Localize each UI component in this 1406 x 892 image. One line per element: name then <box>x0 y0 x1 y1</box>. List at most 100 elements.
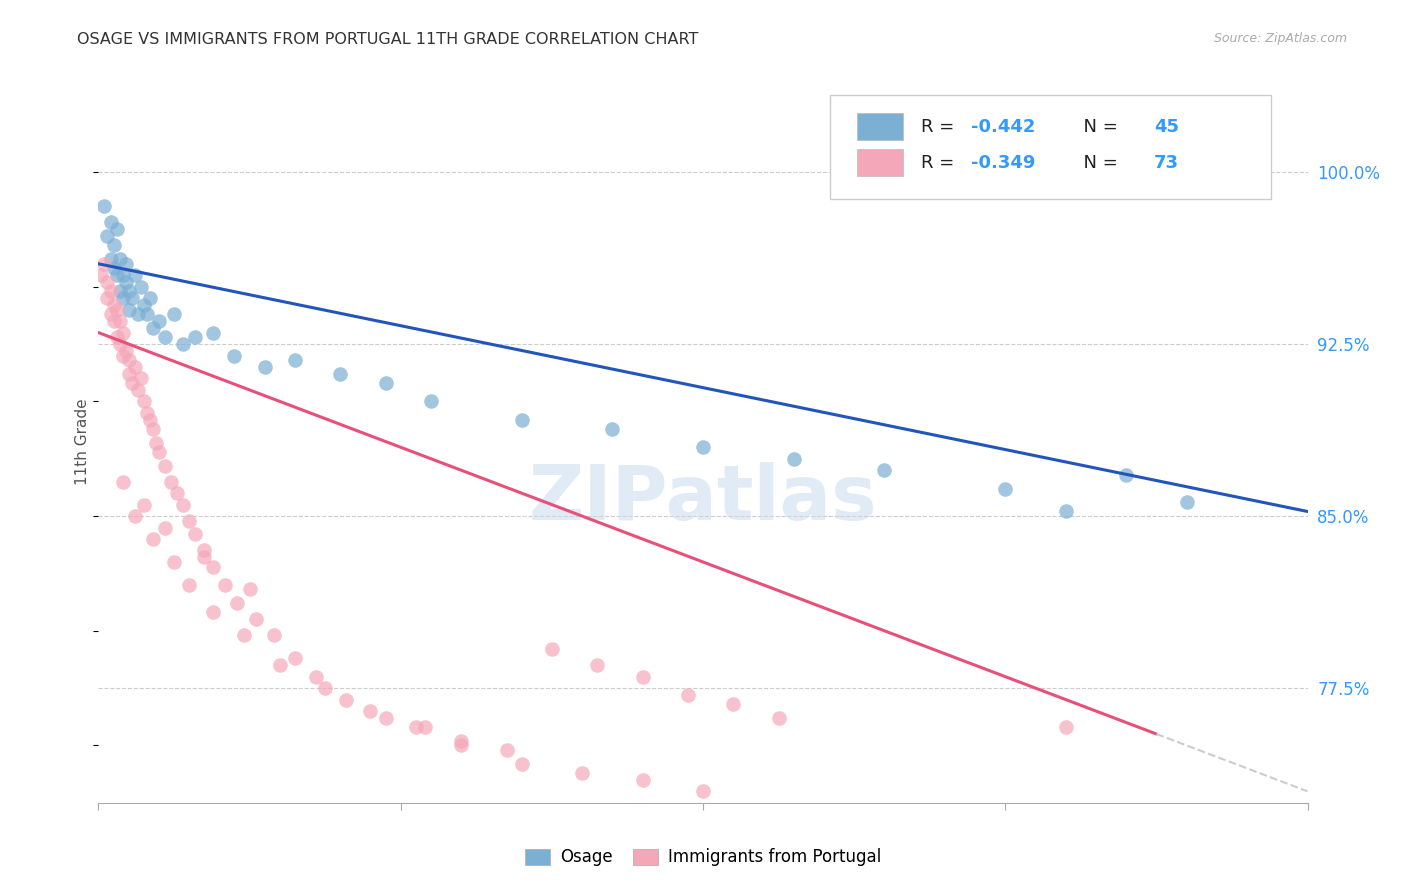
Legend: Osage, Immigrants from Portugal: Osage, Immigrants from Portugal <box>519 842 887 873</box>
Point <box>153 330 176 344</box>
Point <box>132 498 155 512</box>
Point <box>374 376 396 390</box>
Point <box>269 658 291 673</box>
Point <box>121 291 143 305</box>
Point <box>692 440 714 454</box>
Text: -0.349: -0.349 <box>972 153 1036 171</box>
Point <box>631 772 654 787</box>
Point <box>124 509 146 524</box>
Point <box>132 394 155 409</box>
Point <box>631 670 654 684</box>
Point <box>100 215 122 229</box>
Point <box>420 394 443 409</box>
Point <box>768 711 790 725</box>
FancyBboxPatch shape <box>830 95 1271 200</box>
Point <box>450 739 472 753</box>
Point <box>93 199 115 213</box>
Point <box>172 337 194 351</box>
Point <box>108 285 131 299</box>
Text: ZIPatlas: ZIPatlas <box>529 462 877 536</box>
Point <box>253 359 276 374</box>
Point <box>263 628 285 642</box>
Point <box>111 268 134 283</box>
Point <box>127 383 149 397</box>
Point <box>103 314 125 328</box>
Text: Source: ZipAtlas.com: Source: ZipAtlas.com <box>1213 32 1347 45</box>
Point <box>100 307 122 321</box>
Point <box>179 578 201 592</box>
Point <box>93 257 115 271</box>
Text: -0.442: -0.442 <box>972 118 1036 136</box>
FancyBboxPatch shape <box>856 149 903 177</box>
Point <box>602 422 624 436</box>
Point <box>118 302 141 317</box>
Text: 45: 45 <box>1154 118 1180 136</box>
Point <box>142 422 165 436</box>
Point <box>111 326 134 340</box>
Point <box>284 353 307 368</box>
Point <box>111 291 134 305</box>
Point <box>118 353 141 368</box>
Point <box>450 734 472 748</box>
Point <box>314 681 336 695</box>
Point <box>193 550 215 565</box>
Point <box>118 367 141 381</box>
Point <box>723 697 745 711</box>
Point <box>124 359 146 374</box>
Point <box>153 520 176 534</box>
Point <box>245 612 267 626</box>
Point <box>160 475 183 489</box>
Point <box>103 261 125 276</box>
Point <box>108 314 131 328</box>
Point <box>172 498 194 512</box>
Point <box>121 376 143 390</box>
Point <box>994 482 1017 496</box>
Point <box>105 268 128 283</box>
Point <box>202 326 225 340</box>
Point <box>1054 720 1077 734</box>
Point <box>132 298 155 312</box>
Point <box>374 711 396 725</box>
Point <box>305 670 328 684</box>
Point <box>114 257 136 271</box>
Point <box>214 578 236 592</box>
Point <box>139 413 162 427</box>
Point <box>184 330 207 344</box>
Point <box>193 543 215 558</box>
Point <box>226 596 249 610</box>
Point <box>360 704 382 718</box>
Text: 73: 73 <box>1154 153 1180 171</box>
Point <box>111 475 134 489</box>
Point <box>105 330 128 344</box>
Point <box>1175 495 1198 509</box>
Point <box>495 743 517 757</box>
Point <box>118 285 141 299</box>
Point <box>202 559 225 574</box>
Point <box>90 268 112 283</box>
Point <box>111 349 134 363</box>
Text: R =: R = <box>921 118 960 136</box>
Point <box>135 406 157 420</box>
Point <box>692 784 714 798</box>
Point <box>129 279 152 293</box>
Point <box>163 307 186 321</box>
Point <box>224 349 246 363</box>
Point <box>510 413 533 427</box>
Text: OSAGE VS IMMIGRANTS FROM PORTUGAL 11TH GRADE CORRELATION CHART: OSAGE VS IMMIGRANTS FROM PORTUGAL 11TH G… <box>77 32 699 47</box>
Point <box>145 435 167 450</box>
Point <box>284 651 307 665</box>
Point <box>873 463 896 477</box>
Point <box>124 268 146 283</box>
Point <box>105 302 128 317</box>
Point <box>148 445 170 459</box>
Point <box>163 555 186 569</box>
Point <box>114 275 136 289</box>
Point <box>142 532 165 546</box>
FancyBboxPatch shape <box>856 112 903 140</box>
Text: R =: R = <box>921 153 960 171</box>
Point <box>148 314 170 328</box>
Point <box>202 606 225 620</box>
Point <box>100 252 122 267</box>
Point <box>239 582 262 597</box>
Point <box>179 514 201 528</box>
